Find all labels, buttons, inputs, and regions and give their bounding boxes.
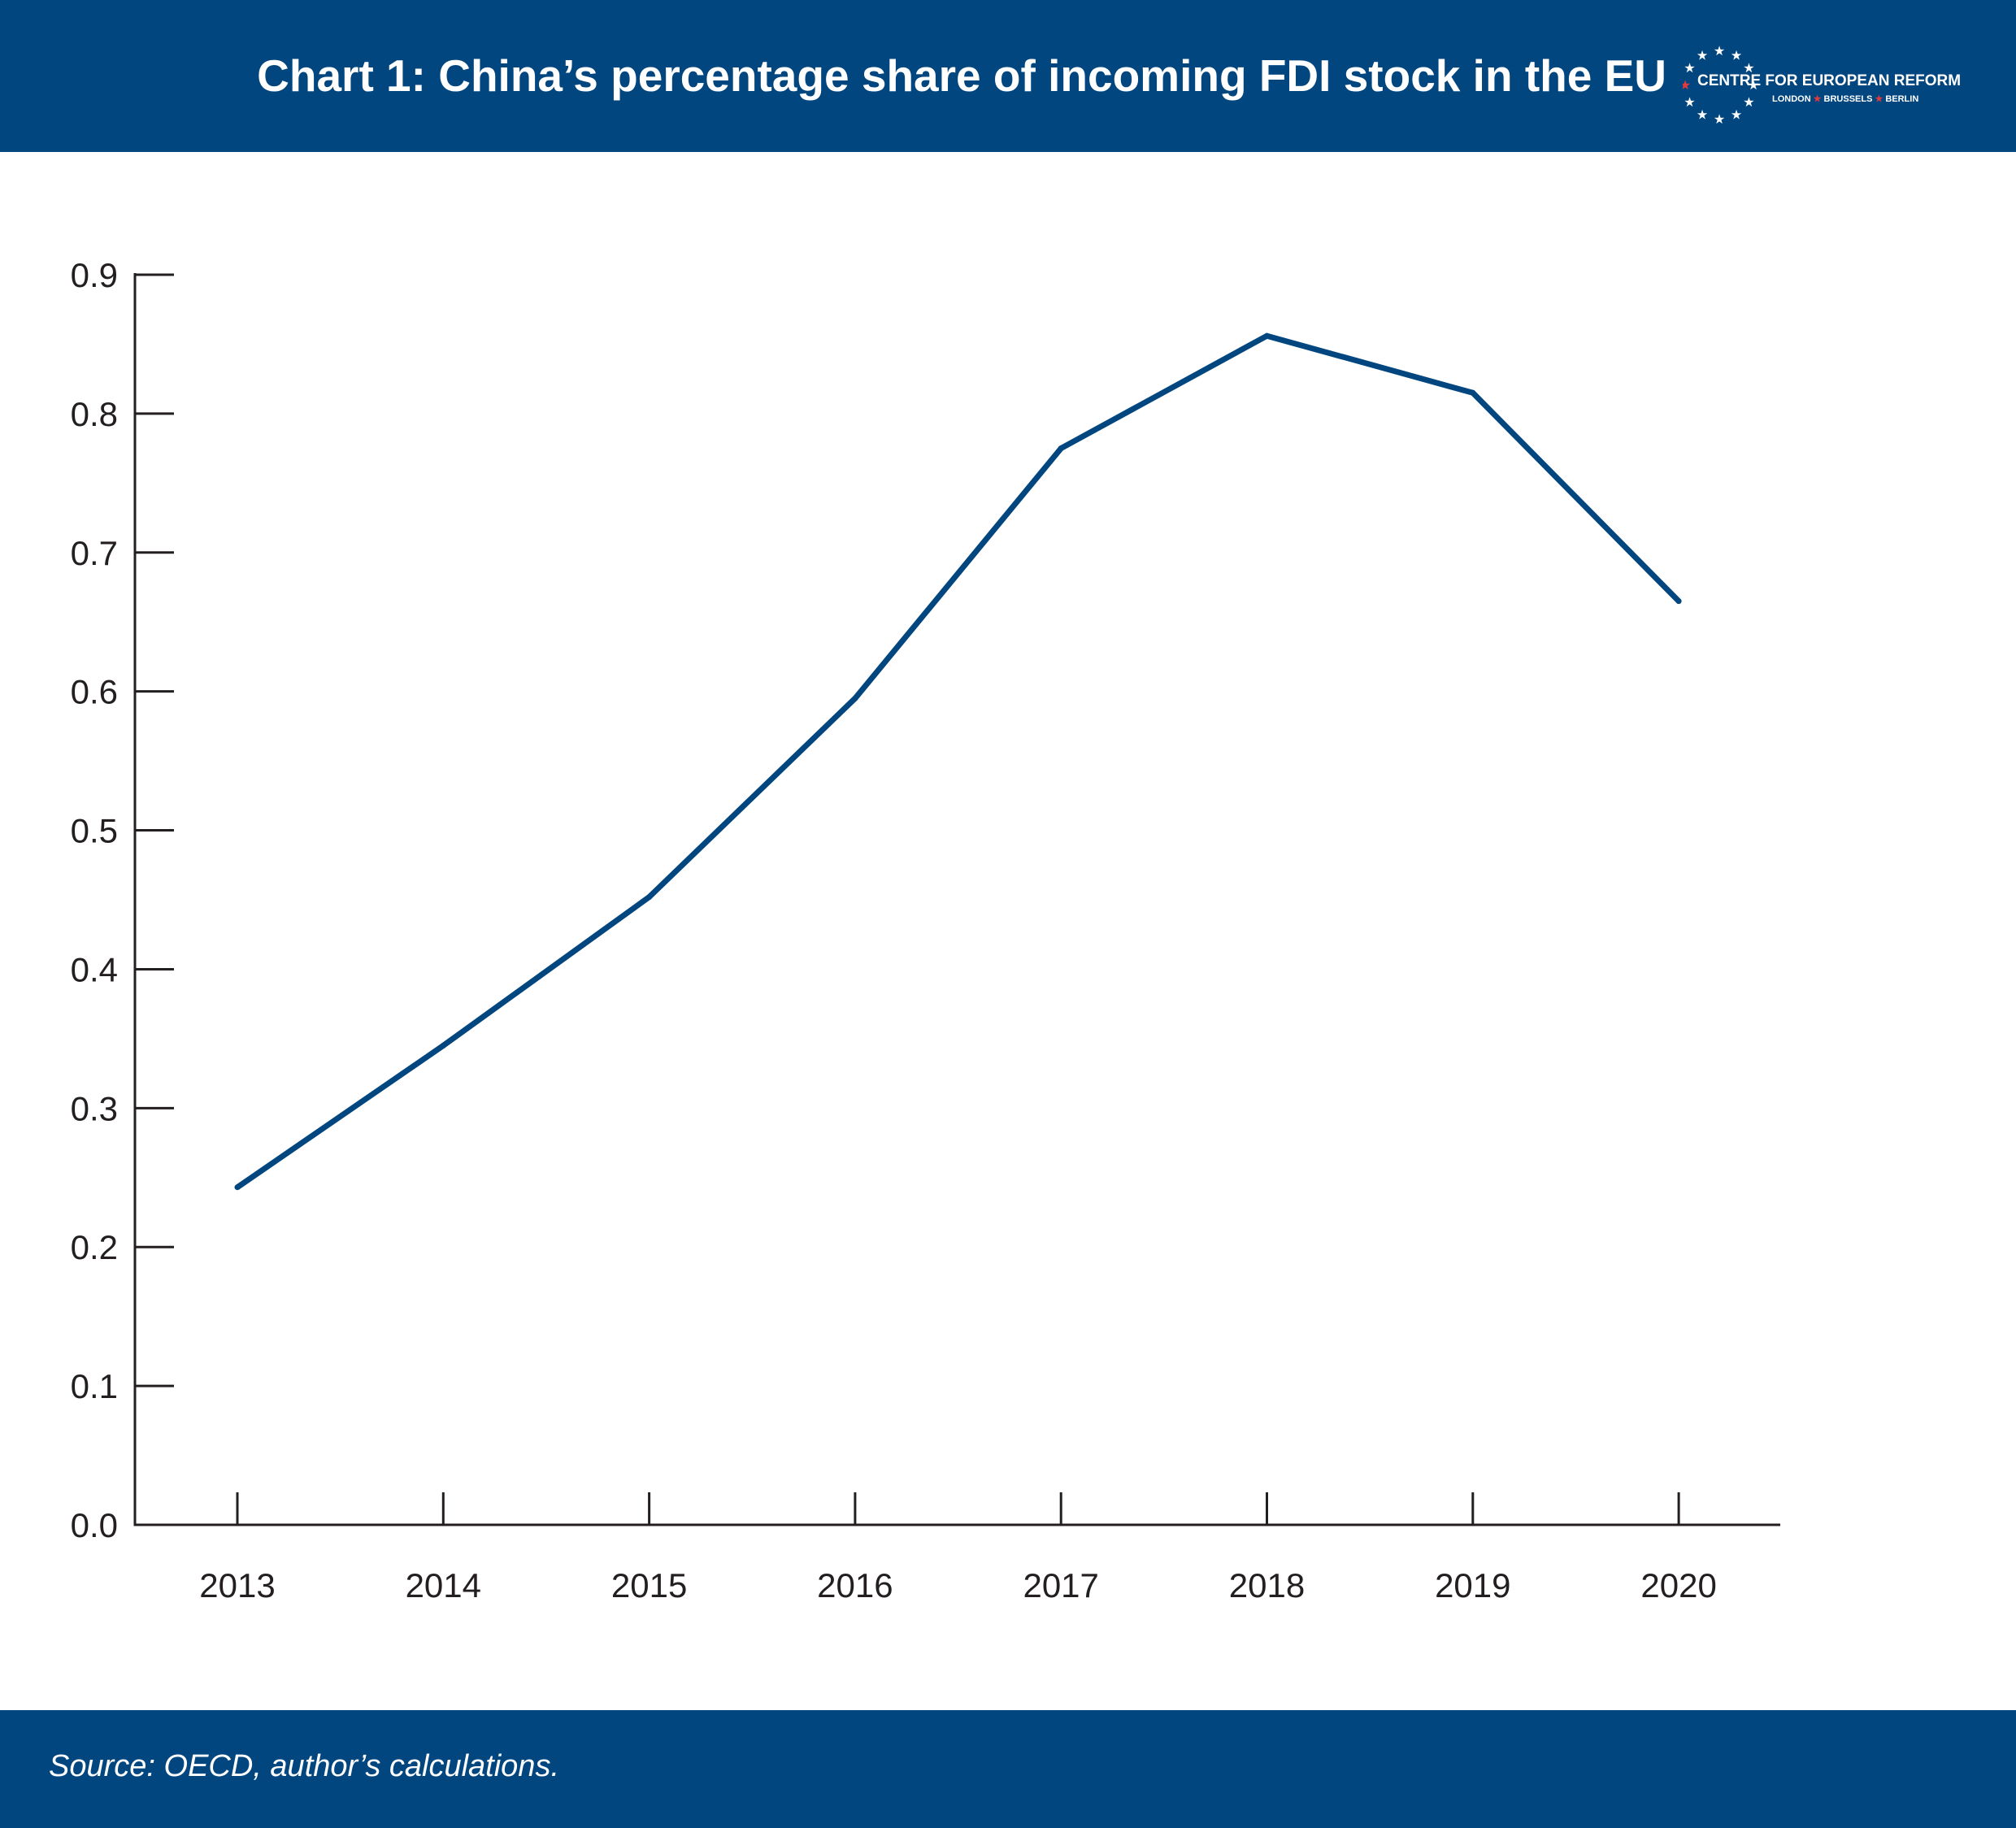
logo-city: BERLIN (1885, 94, 1919, 104)
y-tick-label: 0.6 (71, 673, 118, 711)
data-point (440, 1042, 446, 1049)
y-tick-label: 0.1 (71, 1367, 118, 1405)
logo-city: BRUSSELS (1823, 94, 1873, 104)
data-point (1058, 445, 1064, 452)
logo-star-icon: ★ (1697, 106, 1708, 122)
x-tick-label: 2015 (611, 1566, 687, 1604)
data-point (1470, 389, 1476, 396)
logo-cities: LONDON ★ BRUSSELS ★ BERLIN (1772, 93, 1918, 104)
logo-star-icon: ★ (1714, 111, 1725, 127)
logo-star-icon: ★ (1684, 94, 1695, 110)
logo-star-icon: ★ (1714, 43, 1725, 59)
y-tick-label: 0.2 (71, 1228, 118, 1266)
logo-star-icon: ★ (1743, 94, 1754, 110)
chart-footer: Source: OECD, author’s calculations. (0, 1710, 2016, 1828)
chart-header: Chart 1: China’s percentage share of inc… (0, 0, 2016, 152)
x-tick-label: 2019 (1435, 1566, 1510, 1604)
y-tick-label: 0.3 (71, 1089, 118, 1127)
chart-title: Chart 1: China’s percentage share of inc… (257, 50, 1666, 101)
logo-star-icon: ★ (1731, 48, 1742, 63)
x-tick-label: 2016 (817, 1566, 893, 1604)
y-tick-label: 0.9 (71, 256, 118, 294)
logo-star-icon: ★ (1743, 60, 1754, 76)
x-tick-label: 2014 (406, 1566, 481, 1604)
y-tick-label: 0.0 (71, 1506, 118, 1544)
logo-stars: ★ ★★★★★★★★★★★ (1683, 43, 1759, 127)
logo-city: LONDON (1772, 94, 1811, 104)
source-note: Source: OECD, author’s calculations. (49, 1749, 560, 1783)
logo-name: CENTRE FOR EUROPEAN REFORM (1697, 72, 1962, 89)
data-point (852, 695, 858, 701)
logo-separator-star-icon: ★ (1813, 94, 1822, 104)
y-tick-label: 0.5 (71, 812, 118, 850)
data-point (646, 894, 653, 901)
data-point (1264, 332, 1270, 339)
x-tick-label: 2017 (1023, 1566, 1098, 1604)
x-tick-label: 2018 (1229, 1566, 1305, 1604)
data-point (1675, 598, 1682, 605)
logo-star-icon: ★ (1697, 48, 1708, 63)
logo-star-icon: ★ (1683, 77, 1691, 93)
y-tick-label: 0.7 (71, 534, 118, 572)
chart-area: 0.0 0.1 0.2 0.3 0.4 0.5 0.6 0.7 0.8 0.9 2013 2014 20… (0, 152, 2016, 1710)
series-line (236, 332, 1681, 1190)
cer-logo: ★ ★★★★★★★★★★★ (1683, 43, 1759, 127)
logo-star-icon: ★ (1731, 106, 1742, 122)
logo-separator-star-icon: ★ (1875, 94, 1883, 104)
data-point (234, 1184, 241, 1191)
y-tick-label: 0.8 (71, 395, 118, 433)
logo-star-icon: ★ (1684, 60, 1695, 76)
x-tick-label: 2013 (199, 1566, 275, 1604)
y-tick-label: 0.4 (71, 950, 118, 988)
x-tick-label: 2020 (1640, 1566, 1716, 1604)
line-chart: 0.0 0.1 0.2 0.3 0.4 0.5 0.6 0.7 0.8 0.9 2013 2014 20… (71, 256, 1780, 1604)
logo-star-icon: ★ (1748, 77, 1759, 93)
